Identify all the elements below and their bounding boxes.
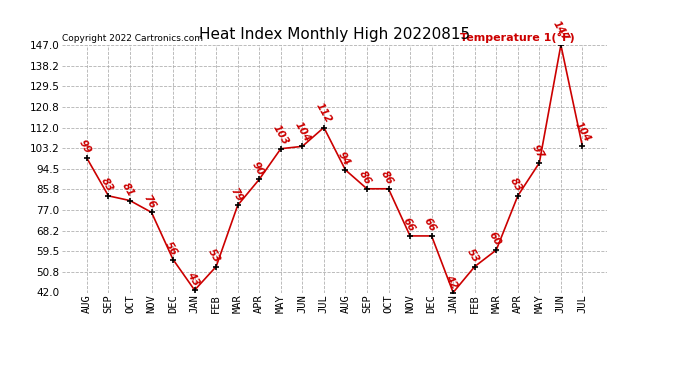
- Text: 42: 42: [444, 273, 460, 290]
- Text: 81: 81: [120, 181, 136, 198]
- Text: 112: 112: [314, 102, 334, 125]
- Text: 94: 94: [336, 150, 352, 168]
- Text: 86: 86: [379, 169, 395, 187]
- Text: 99: 99: [77, 138, 93, 156]
- Text: Copyright 2022 Cartronics.com: Copyright 2022 Cartronics.com: [62, 33, 203, 42]
- Text: Temperature 1(°F): Temperature 1(°F): [460, 33, 575, 42]
- Text: 104: 104: [293, 120, 312, 144]
- Text: 104: 104: [573, 120, 592, 144]
- Text: 66: 66: [400, 216, 416, 234]
- Title: Heat Index Monthly High 20220815: Heat Index Monthly High 20220815: [199, 27, 470, 42]
- Text: 83: 83: [99, 176, 115, 194]
- Text: 86: 86: [357, 169, 373, 187]
- Text: 90: 90: [250, 160, 266, 177]
- Text: 56: 56: [164, 240, 179, 257]
- Text: 147: 147: [551, 19, 571, 43]
- Text: 103: 103: [271, 123, 290, 147]
- Text: 60: 60: [486, 230, 502, 248]
- Text: 76: 76: [141, 193, 158, 210]
- Text: 66: 66: [422, 216, 437, 234]
- Text: 43: 43: [185, 270, 201, 288]
- Text: 97: 97: [530, 143, 546, 161]
- Text: 53: 53: [206, 247, 222, 264]
- Text: 79: 79: [228, 186, 244, 203]
- Text: 53: 53: [465, 247, 481, 264]
- Text: 83: 83: [508, 176, 524, 194]
